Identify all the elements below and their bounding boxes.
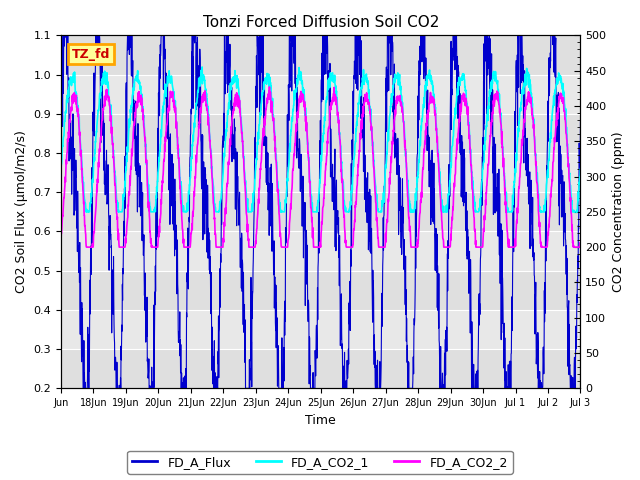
- Legend: FD_A_Flux, FD_A_CO2_1, FD_A_CO2_2: FD_A_Flux, FD_A_CO2_1, FD_A_CO2_2: [127, 451, 513, 474]
- Bar: [61, 192, 580, 231]
- X-axis label: Time: Time: [305, 414, 336, 427]
- Bar: [61, 271, 580, 310]
- Bar: [61, 349, 580, 388]
- Text: TZ_fd: TZ_fd: [72, 48, 110, 60]
- Bar: [61, 36, 580, 74]
- Title: Tonzi Forced Diffusion Soil CO2: Tonzi Forced Diffusion Soil CO2: [202, 15, 439, 30]
- Y-axis label: CO2 Concentration (ppm): CO2 Concentration (ppm): [612, 132, 625, 292]
- Y-axis label: CO2 Soil Flux (μmol/m2/s): CO2 Soil Flux (μmol/m2/s): [15, 131, 28, 293]
- Bar: [61, 114, 580, 153]
